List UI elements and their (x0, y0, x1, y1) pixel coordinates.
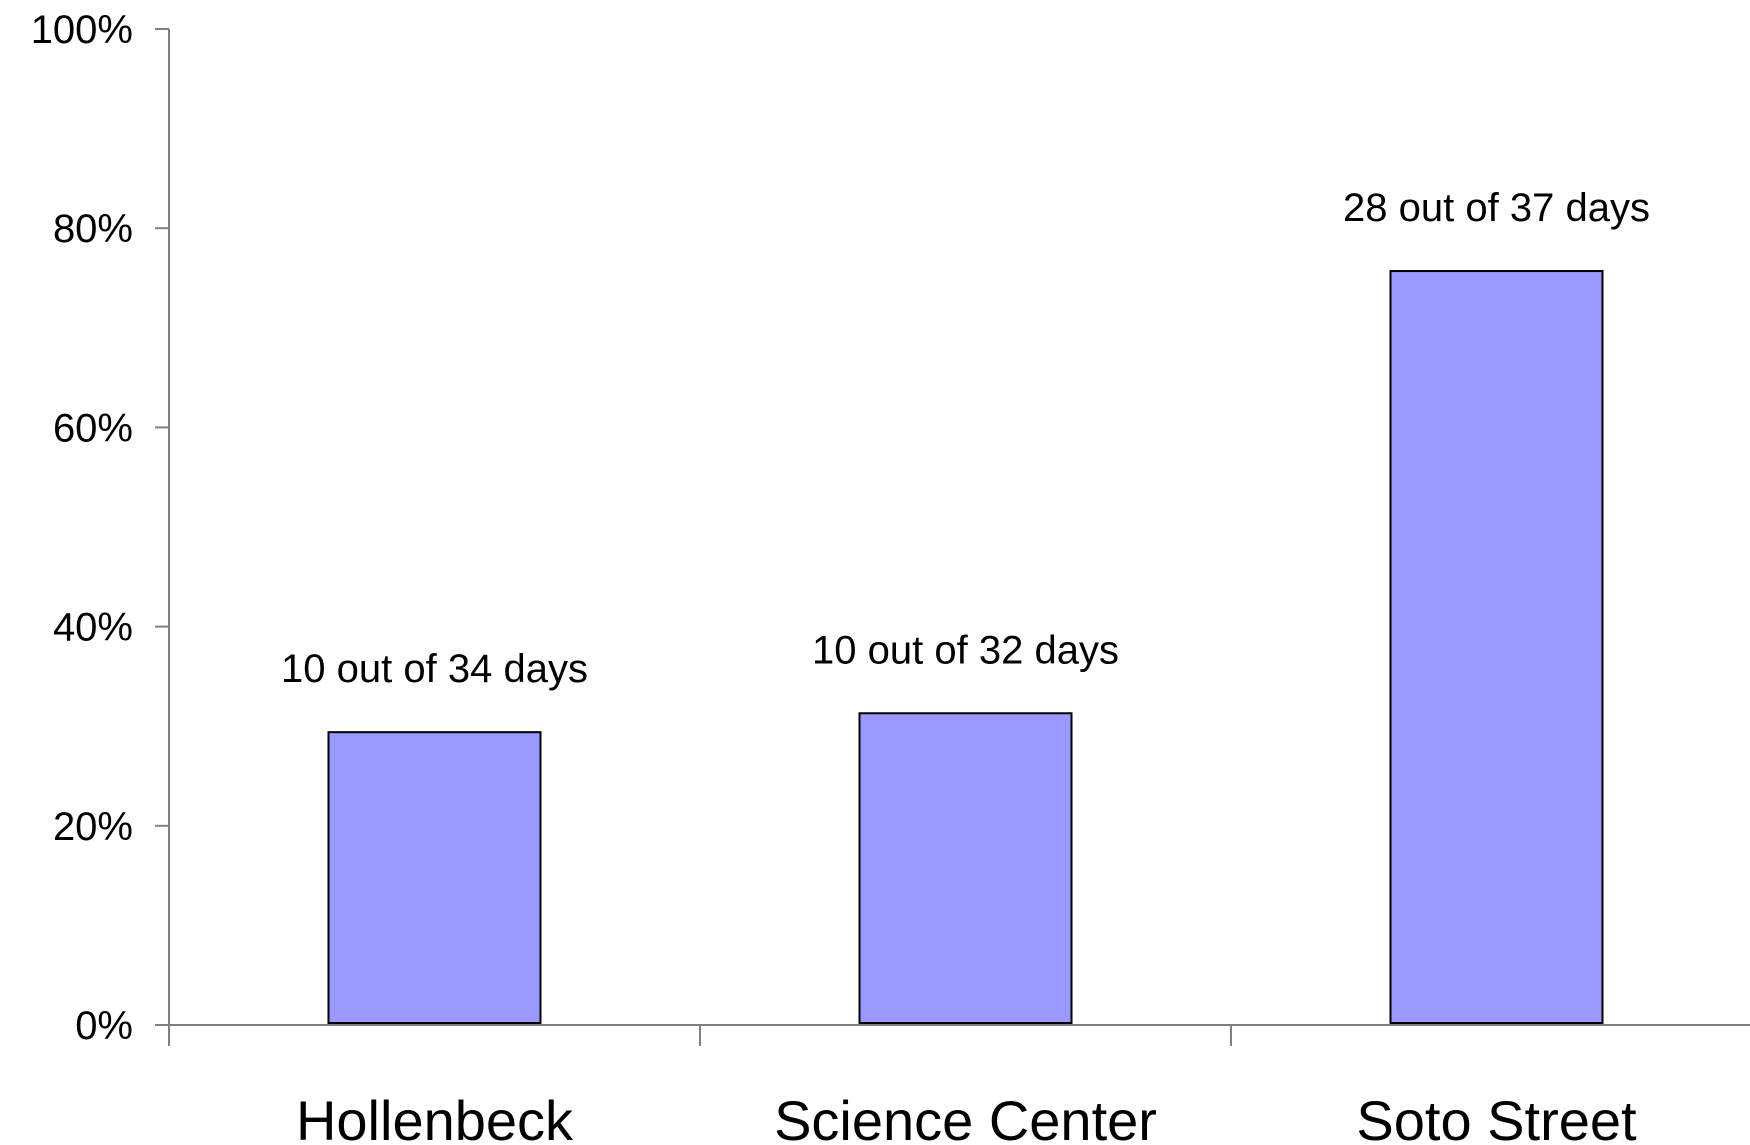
data-label: 28 out of 37 days (1343, 186, 1650, 230)
bar (1389, 270, 1604, 1024)
y-tick-label: 20% (53, 805, 133, 849)
y-tick-label: 60% (53, 406, 133, 450)
y-tick-label: 40% (53, 606, 133, 650)
bar (327, 731, 542, 1025)
x-tick-label: Hollenbeck (296, 1089, 574, 1145)
bar (858, 712, 1073, 1024)
x-tick-label: Soto Street (1356, 1089, 1637, 1145)
data-label: 10 out of 32 days (812, 628, 1119, 672)
bars (327, 270, 1604, 1025)
x-tick-label: Science Center (774, 1089, 1157, 1145)
data-labels: 10 out of 34 days 10 out of 32 days 28 out… (281, 186, 1650, 691)
y-tick-label: 100% (31, 8, 133, 52)
category-labels: Hollenbeck Science Center Soto Street (296, 1089, 1637, 1145)
y-axis: 0% 20% 40% 60% 80% 100% (31, 8, 170, 1048)
x-axis (169, 1024, 1750, 1046)
y-tick-label: 0% (75, 1004, 133, 1048)
data-label: 10 out of 34 days (281, 647, 588, 691)
y-tick-label: 80% (53, 207, 133, 251)
